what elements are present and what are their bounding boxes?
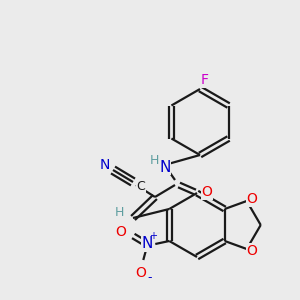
Text: N: N [159, 160, 171, 175]
Text: H: H [149, 154, 159, 166]
Text: C: C [136, 181, 146, 194]
Text: H: H [114, 206, 124, 218]
Text: N: N [142, 236, 153, 251]
Text: O: O [246, 244, 257, 258]
Text: O: O [202, 185, 212, 199]
Text: N: N [100, 158, 110, 172]
Text: +: + [149, 231, 157, 241]
Text: O: O [115, 225, 126, 239]
Text: F: F [201, 73, 209, 87]
Text: O: O [135, 266, 146, 280]
Text: -: - [147, 272, 152, 284]
Text: O: O [246, 192, 257, 206]
